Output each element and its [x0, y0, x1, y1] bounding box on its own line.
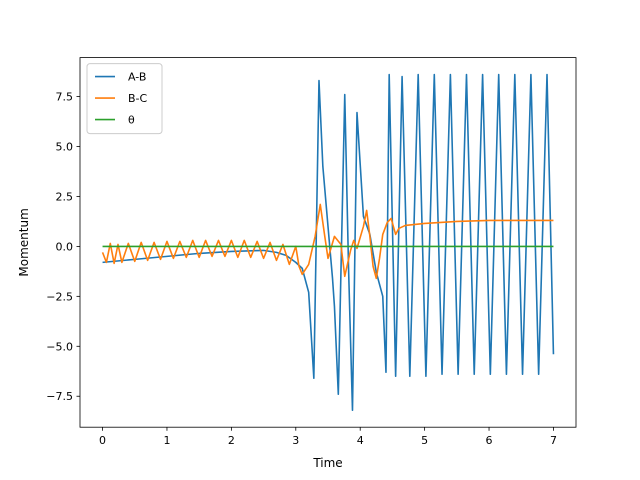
series-line-1	[102, 73, 555, 412]
y-axis-label: Momentum	[17, 208, 31, 276]
legend-label-2: B-C	[128, 92, 148, 105]
legend: A-B B-C θ	[86, 63, 163, 135]
y-tick-label: −5.0	[46, 340, 73, 353]
x-axis-label: Time	[312, 456, 342, 470]
legend-label-1: A-B	[128, 71, 146, 84]
x-tick-label: 1	[163, 434, 170, 447]
y-tick-label: 2.5	[56, 190, 74, 203]
legend-label-3: θ	[128, 114, 135, 127]
y-tick-label: 7.5	[56, 91, 74, 104]
y-tick-label: 5.0	[56, 141, 74, 154]
plot-frame	[79, 57, 577, 428]
x-tick-label: 2	[228, 434, 235, 447]
x-tick-label: 7	[550, 434, 557, 447]
x-tick-label: 5	[421, 434, 428, 447]
y-tick-label: 0.0	[56, 240, 74, 253]
series-line-2	[101, 203, 554, 280]
x-tick-label: 4	[357, 434, 364, 447]
x-tick-label: 6	[486, 434, 493, 447]
x-tick-label: 3	[292, 434, 299, 447]
y-tick-label: −7.5	[46, 390, 73, 403]
y-tick-label: −2.5	[46, 290, 73, 303]
x-axis-ticks: 0 1 2 3 4 5 6 7	[99, 427, 557, 447]
y-axis-ticks: −7.5 −5.0 −2.5 0.0 2.5 5.0 7.5	[46, 91, 80, 403]
series-layer	[101, 73, 555, 412]
legend-box	[86, 63, 163, 135]
x-tick-label: 0	[99, 434, 106, 447]
